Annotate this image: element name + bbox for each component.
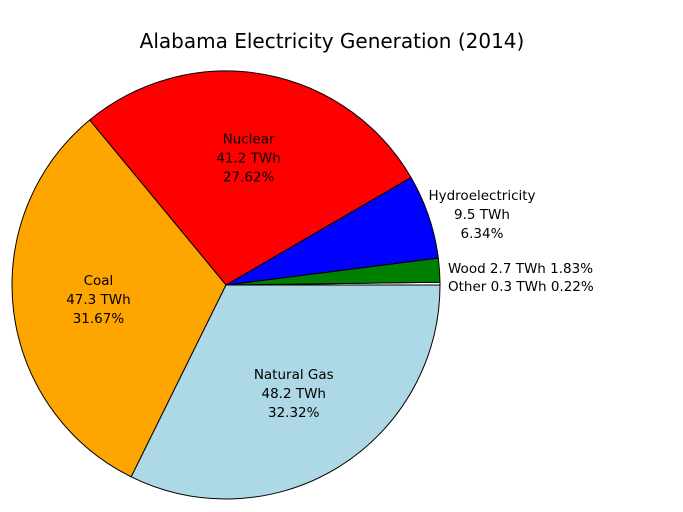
slice-label-coal-percent: 31.67% — [73, 311, 125, 327]
pie-labels: Other 0.3 TWh 0.22% Wood 2.7 TWh 1.83% Hyd… — [66, 132, 594, 421]
slice-label-hydroelectricity-percent: 6.34% — [461, 226, 504, 242]
slice-label-nuclear-percent: 27.62% — [223, 170, 275, 186]
slice-label-natural-gas-percent: 32.32% — [268, 405, 320, 421]
slice-label-natural-gas-value: 48.2 TWh — [261, 386, 326, 402]
pie-slices — [11, 70, 441, 500]
slice-label-natural-gas-name: Natural Gas — [254, 367, 334, 383]
pie-slice-nuclear — [88, 70, 412, 286]
slice-label-hydroelectricity-name: Hydroelectricity — [428, 188, 535, 204]
pie-slice-natural-gas — [130, 284, 441, 500]
slice-label-other: Other 0.3 TWh 0.22% — [448, 279, 594, 295]
slice-label-nuclear-value: 41.2 TWh — [216, 151, 281, 167]
slice-label-coal-value: 47.3 TWh — [66, 292, 131, 308]
slice-label-nuclear-name: Nuclear — [223, 132, 275, 148]
slice-label-wood: Wood 2.7 TWh 1.83% — [448, 261, 593, 277]
slice-label-hydroelectricity-value: 9.5 TWh — [454, 207, 510, 223]
pie-slice-coal — [11, 119, 227, 478]
slice-label-coal-name: Coal — [84, 273, 114, 289]
chart-title: Alabama Electricity Generation (2014) — [140, 29, 525, 53]
